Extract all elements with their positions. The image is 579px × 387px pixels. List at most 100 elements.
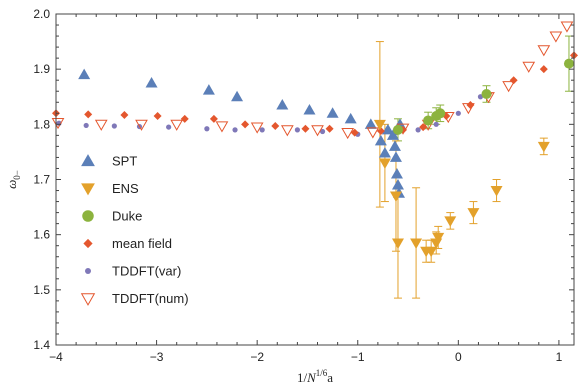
ens-point	[467, 208, 480, 219]
y-tick-label: 1.4	[33, 338, 50, 352]
x-axis-label: 1/N1/6a	[297, 368, 333, 385]
ens-point	[490, 186, 503, 197]
legend-duke-marker	[82, 210, 94, 222]
x-tick-label: 1	[556, 350, 563, 364]
tddft-var-point	[111, 123, 117, 129]
legend-mean-field-marker	[83, 238, 93, 249]
data-points	[51, 21, 578, 258]
mean-field-point	[84, 110, 93, 119]
tddft-num-point	[502, 81, 515, 93]
mean-field-point	[509, 76, 518, 85]
x-tick-label: 0	[455, 350, 462, 364]
spt-point	[386, 129, 399, 140]
y-axis-ticks: 1.4 1.5 1.6 1.7 1.8 1.9 2.0	[33, 7, 574, 352]
spt-point	[303, 103, 316, 115]
mean-field-point	[301, 124, 310, 133]
y-axis-label: ω0−	[4, 170, 22, 189]
tddft-num-point	[51, 118, 65, 130]
tddft-num-point	[549, 31, 563, 43]
mean-field-point	[325, 124, 334, 133]
spt-point	[388, 140, 401, 151]
spt-point	[344, 112, 357, 124]
spt-point	[378, 147, 391, 158]
spt-point	[391, 179, 404, 190]
tddft-num-point	[341, 127, 355, 140]
duke-point	[563, 58, 574, 69]
spt-point	[381, 123, 394, 135]
mean-field-point	[180, 114, 189, 123]
tddft-var-point	[319, 128, 326, 135]
legend-spt-label: SPT	[112, 154, 137, 169]
spt-point	[389, 151, 402, 162]
y-tick-label: 1.5	[33, 283, 50, 297]
spt-point	[231, 90, 244, 102]
tddft-var-point	[166, 124, 172, 130]
spt-point	[364, 118, 377, 129]
tddft-num-point	[366, 127, 380, 139]
legend: SPT ENS Duke mean field TDDFT(var) TDDFT(num)	[80, 154, 189, 306]
ens-point	[391, 238, 404, 249]
legend-spt-marker	[81, 154, 95, 167]
tddft-num-point	[135, 119, 148, 131]
ens-point	[373, 119, 386, 131]
duke-point	[392, 124, 403, 135]
duke-point	[423, 115, 434, 126]
legend-tddft-var-marker	[85, 268, 91, 274]
tddft-var-point	[433, 121, 439, 127]
y-tick-label: 1.8	[33, 117, 50, 131]
ens-point	[425, 246, 438, 258]
ens-point	[432, 232, 445, 244]
ens-point	[537, 141, 550, 153]
mean-field-point	[539, 65, 548, 74]
tddft-num-point	[94, 119, 108, 131]
x-tick-label: −4	[49, 350, 63, 364]
y-tick-label: 1.7	[33, 173, 50, 187]
tddft-var-point	[232, 127, 238, 133]
tddft-var-point	[83, 122, 89, 129]
spt-point	[374, 134, 387, 146]
ens-point	[444, 216, 457, 227]
tddft-num-point	[280, 125, 294, 137]
tddft-var-point	[259, 127, 265, 133]
mean-field-point	[120, 110, 129, 119]
mean-field-point	[241, 120, 250, 129]
mean-field-point	[376, 126, 385, 135]
tddft-var-point	[294, 127, 300, 133]
legend-tddft-num-label: TDDFT(num)	[112, 291, 189, 306]
x-tick-label: −2	[250, 350, 264, 364]
legend-ens-label: ENS	[112, 181, 139, 196]
tddft-num-point	[250, 122, 264, 134]
duke-point	[435, 108, 446, 119]
y-tick-label: 1.6	[33, 228, 50, 242]
y-tick-label: 1.9	[33, 62, 50, 76]
legend-ens-marker	[81, 183, 95, 196]
spt-point	[390, 167, 403, 179]
legend-tddft-num-marker	[80, 293, 96, 306]
tddft-num-point	[170, 119, 184, 131]
legend-tddft-var-label: TDDFT(var)	[112, 264, 181, 279]
ens-point	[389, 191, 402, 203]
spt-point	[78, 68, 91, 80]
duke-point	[481, 88, 492, 99]
tddft-var-point	[455, 110, 461, 116]
ens-point	[378, 158, 391, 169]
tddft-num-point	[215, 121, 229, 133]
tddft-num-point	[522, 61, 536, 73]
tddft-num-point	[560, 21, 574, 33]
spt-point	[145, 76, 158, 88]
legend-duke-label: Duke	[112, 209, 142, 224]
mean-field-point	[209, 114, 218, 123]
tddft-num-point	[311, 125, 324, 137]
mean-field-point	[271, 121, 280, 130]
error-bars	[375, 35, 573, 299]
spt-point	[202, 84, 215, 95]
ens-point	[410, 238, 423, 249]
x-tick-label: −1	[351, 350, 365, 364]
spt-point	[326, 107, 339, 118]
tddft-num-point	[462, 103, 475, 115]
mean-field-point	[153, 112, 162, 121]
x-axis-ticks: −4 −3 −2 −1 0 1	[49, 14, 563, 364]
tddft-var-point	[204, 126, 210, 132]
x-tick-label: −3	[150, 350, 164, 364]
